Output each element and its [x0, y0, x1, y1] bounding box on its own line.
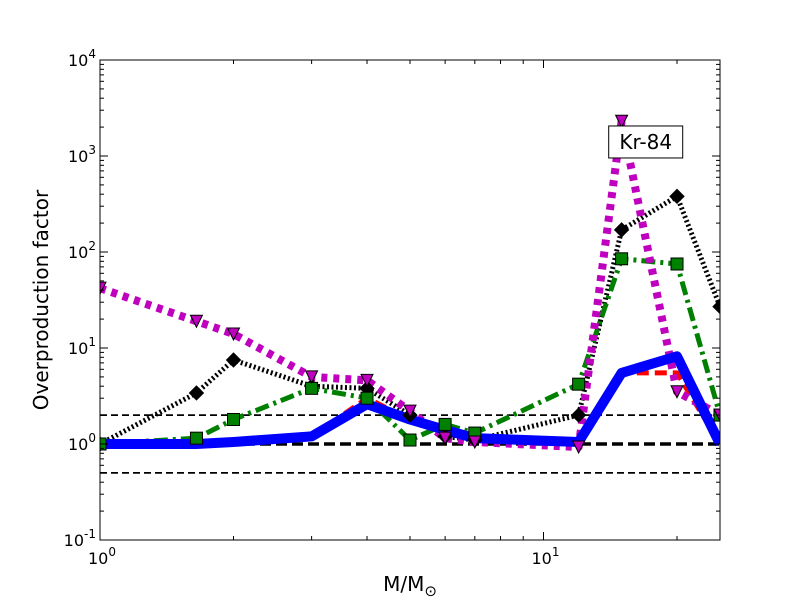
y-axis-label: Overproduction factor [29, 189, 53, 410]
series-3-marker-2 [226, 327, 241, 342]
series-1-marker-8 [570, 407, 587, 423]
x-axis-label-main: M/M [383, 572, 424, 596]
series-2-marker-9 [615, 252, 629, 266]
series-2-marker-3 [305, 381, 319, 395]
series-3-marker-8 [571, 440, 586, 455]
y-tick-label: 102 [68, 239, 96, 262]
annotation-box [608, 125, 684, 159]
y-tick-label: 103 [68, 143, 96, 166]
series-3-marker-4 [360, 373, 374, 388]
series-1-marker-2 [225, 352, 242, 368]
x-tick-label: 100 [88, 545, 116, 568]
series-3-marker-5 [403, 404, 417, 419]
series-2-marker-2 [227, 412, 241, 426]
series-1-marker-10 [669, 188, 685, 205]
series-2-marker-1 [189, 431, 203, 445]
series-line-1 [100, 193, 720, 447]
x-axis-label: M/M⊙ [383, 572, 437, 600]
y-tick-label: 104 [68, 47, 96, 70]
x-axis-label-subscript: ⊙ [424, 582, 437, 600]
series-2-marker-4 [360, 391, 374, 405]
series-3-marker-10 [670, 385, 684, 399]
y-tick-label: 100 [68, 431, 96, 454]
series-3-marker-7 [468, 435, 482, 450]
series-3-marker-1 [189, 314, 204, 329]
y-tick-label: 10-1 [64, 527, 96, 550]
series-3-marker-9 [614, 114, 629, 129]
series-line-2 [100, 256, 720, 447]
kr84-annotation: Kr-84 [608, 125, 684, 159]
series-1-marker-9 [613, 222, 630, 238]
y-tick-label: 101 [68, 335, 96, 358]
series-line-4 [100, 351, 720, 449]
series-3-marker-3 [304, 370, 319, 385]
series-3-marker-6 [438, 431, 452, 446]
series-2-marker-5 [403, 433, 417, 447]
series-markers [100, 114, 720, 455]
series-3-marker-0 [100, 281, 107, 296]
series-1-marker-1 [188, 385, 205, 401]
axis-ticks [99, 59, 720, 541]
series-lines [100, 117, 720, 452]
annotation-label: Kr-84 [619, 130, 672, 154]
series-1-marker-11 [712, 298, 720, 315]
series-2-marker-6 [438, 417, 452, 431]
series-2-marker-10 [670, 257, 684, 271]
x-tick-label: 101 [532, 545, 560, 568]
series-2-marker-8 [572, 377, 586, 391]
